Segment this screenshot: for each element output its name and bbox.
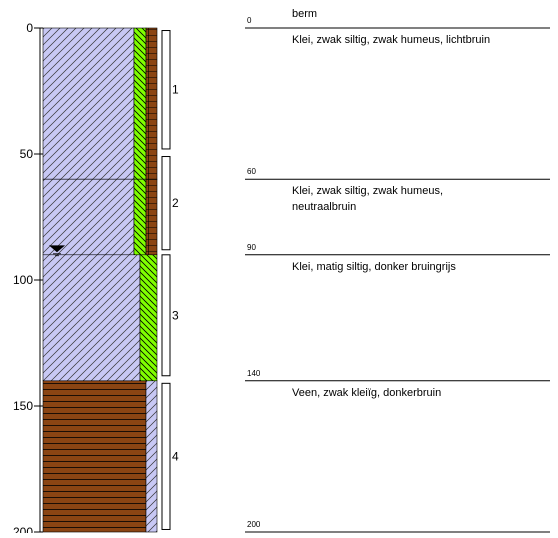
layer-fill (43, 255, 140, 381)
sample (162, 383, 170, 529)
sample (162, 157, 170, 250)
depth-label: 140 (247, 369, 261, 378)
layer-fill (43, 381, 146, 532)
depth-label: 60 (247, 167, 256, 176)
tick-label: 150 (13, 399, 33, 413)
tick-label: 0 (26, 21, 33, 35)
layer-fill (146, 179, 157, 255)
sample (162, 31, 170, 149)
layer-description: Klei, matig siltig, donker bruingrijs (292, 261, 456, 273)
layer-name: berm (292, 8, 317, 20)
tick-label: 100 (13, 273, 33, 287)
layer-description: neutraalbruin (292, 201, 356, 213)
sample (162, 255, 170, 376)
tick-label: 50 (20, 147, 34, 161)
layer-fill (146, 28, 157, 179)
layer-fill (140, 255, 157, 381)
sample-label: 4 (172, 449, 179, 463)
depth-label: 200 (247, 520, 261, 529)
depth-label: 0 (247, 16, 252, 25)
layer-fill (43, 28, 134, 179)
layer-fill (134, 179, 146, 255)
borehole-log: 0 50 100 150 200 1 2 3 4 0 berm Klei, zwak siltig, … (0, 0, 558, 533)
layer-fill (43, 179, 134, 255)
layer-fill (134, 28, 146, 179)
sample-label: 1 (172, 83, 179, 97)
depth-label: 90 (247, 243, 256, 252)
layer-description: Klei, zwak siltig, zwak humeus, (292, 185, 443, 197)
layer-description: Klei, zwak siltig, zwak humeus, lichtbru… (292, 34, 490, 46)
sample-label: 3 (172, 308, 179, 322)
layer-fill (146, 381, 157, 532)
layer-description: Veen, zwak kleiïg, donkerbruin (292, 387, 441, 399)
sample-label: 2 (172, 196, 179, 210)
tick-label: 200 (13, 525, 33, 533)
